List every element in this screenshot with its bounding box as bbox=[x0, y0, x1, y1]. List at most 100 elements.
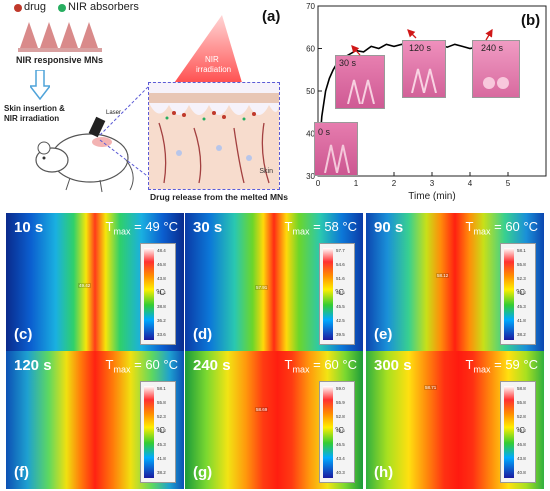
inset-label: 120 s bbox=[409, 43, 432, 53]
colorbar-tick: 41.8 bbox=[517, 318, 526, 323]
colorbar-gradient bbox=[144, 248, 154, 340]
colorbar-tick: 41.4 bbox=[157, 290, 166, 295]
arrow-icon bbox=[407, 29, 417, 39]
panel-letter: (f) bbox=[14, 464, 29, 481]
zoom-lines bbox=[99, 84, 151, 179]
y-tick-label: 50 bbox=[306, 87, 315, 96]
colorbar-tick: 55.8 bbox=[157, 400, 166, 405]
skin-cross-section: Skin bbox=[148, 82, 280, 190]
tmax-label: Tmax = 60 °C bbox=[284, 357, 357, 375]
colorbar-gradient bbox=[144, 386, 154, 478]
mn-base bbox=[18, 48, 102, 52]
colorbar-tick: 36.2 bbox=[157, 318, 166, 323]
x-axis-label: Time (min) bbox=[408, 191, 455, 202]
colorbar-tick: 40.8 bbox=[517, 470, 526, 475]
nir-label-2: irradiation bbox=[196, 65, 232, 74]
inset-label: 30 s bbox=[339, 58, 357, 68]
y-tick-label: 30 bbox=[306, 172, 315, 181]
thermal-image: 120 s Tmax = 60 °C 58.1 55.8 52.3 48.8 45.3 41.… bbox=[6, 351, 184, 489]
y-tick-label: 70 bbox=[306, 2, 315, 11]
inset-photo-240s: 240 s bbox=[472, 40, 520, 98]
colorbar: 48.4 46.8 43.8 41.4 38.8 36.2 33.6 °C bbox=[140, 243, 176, 345]
thermal-image: 300 s Tmax = 59 °C 58.71 58.8 55.8 52.8 49.8 46… bbox=[366, 351, 544, 489]
thermal-image: 90 s Tmax = 60 °C 58.12 58.1 55.8 52.3 48.8 45.… bbox=[366, 213, 544, 351]
microneedle-array bbox=[20, 22, 98, 48]
thermal-image: 30 s Tmax = 58 °C 57.91 57.7 54.6 51.6 48.5 45.… bbox=[185, 213, 363, 351]
colorbar: 58.8 55.8 52.8 49.8 46.8 43.8 40.8 °C bbox=[500, 381, 536, 483]
colorbar-unit: °C bbox=[335, 288, 344, 297]
time-label: 10 s bbox=[14, 219, 44, 236]
inset-label: 0 s bbox=[318, 127, 331, 137]
legend-nir: NIR absorbers bbox=[68, 1, 139, 13]
time-label: 240 s bbox=[193, 357, 231, 374]
colorbar-tick: 54.6 bbox=[336, 262, 345, 267]
colorbar-tick: 49.6 bbox=[336, 428, 345, 433]
colorbar-tick: 57.7 bbox=[336, 248, 345, 253]
probe-readout: 58.69 bbox=[255, 407, 269, 412]
x-tick-label: 3 bbox=[430, 179, 435, 188]
panel-letter: (h) bbox=[374, 464, 394, 481]
panel-a-label: (a) bbox=[262, 8, 281, 25]
inset-label: 240 s bbox=[481, 43, 504, 53]
colorbar-gradient bbox=[504, 248, 514, 340]
needle-icon bbox=[411, 68, 437, 93]
skin-label: Skin bbox=[259, 168, 273, 175]
inset-photo-0s: 0 s bbox=[314, 122, 358, 176]
colorbar-tick: 43.8 bbox=[517, 456, 526, 461]
inset-photo-30s: 30 s bbox=[335, 55, 385, 109]
x-tick-label: 0 bbox=[316, 179, 321, 188]
colorbar: 59.0 55.9 52.8 49.6 46.5 43.4 40.3 °C bbox=[319, 381, 355, 483]
time-label: 300 s bbox=[374, 357, 412, 374]
microneedle-icon bbox=[80, 22, 98, 48]
colorbar-unit: °C bbox=[156, 288, 165, 297]
colorbar-tick: 52.8 bbox=[336, 414, 345, 419]
temperature-series-line bbox=[317, 42, 501, 177]
colorbar: 58.1 55.8 52.3 48.8 45.3 41.8 38.2 °C bbox=[500, 243, 536, 345]
schematic-caption: Drug release from the melted MNs bbox=[150, 192, 288, 202]
arrow-icon bbox=[351, 45, 361, 56]
colorbar-tick: 46.8 bbox=[157, 262, 166, 267]
tmax-label: Tmax = 59 °C bbox=[465, 357, 538, 375]
needle-icon bbox=[347, 79, 375, 104]
colorbar-tick: 46.5 bbox=[336, 442, 345, 447]
panel-letter: (d) bbox=[193, 326, 213, 343]
y-tick-label: 60 bbox=[306, 45, 315, 54]
colorbar-tick: 45.5 bbox=[336, 304, 345, 309]
colorbar-tick: 52.3 bbox=[157, 414, 166, 419]
colorbar-gradient bbox=[504, 386, 514, 478]
colorbar-tick: 55.9 bbox=[336, 400, 345, 405]
microneedle-icon bbox=[60, 22, 78, 48]
colorbar-tick: 55.8 bbox=[517, 400, 526, 405]
colorbar-tick: 58.8 bbox=[517, 386, 526, 391]
colorbar-tick: 45.3 bbox=[517, 304, 526, 309]
colorbar-unit: °C bbox=[516, 288, 525, 297]
x-tick-label: 2 bbox=[392, 179, 397, 188]
colorbar-gradient bbox=[323, 248, 333, 340]
mn-title: NIR responsive MNs bbox=[16, 55, 104, 65]
colorbar: 58.1 55.8 52.3 48.8 45.3 41.8 38.2 °C bbox=[140, 381, 176, 483]
colorbar-tick: 38.8 bbox=[157, 304, 166, 309]
colorbar-unit: °C bbox=[156, 426, 165, 435]
colorbar-tick: 55.8 bbox=[517, 262, 526, 267]
x-tick-label: 5 bbox=[506, 179, 511, 188]
mouse-icon bbox=[35, 133, 134, 193]
schematic-panel: drug NIR absorbers NIR responsive MNs Sk… bbox=[0, 0, 300, 205]
colorbar-tick: 38.2 bbox=[157, 470, 166, 475]
colorbar-tick: 52.3 bbox=[517, 276, 526, 281]
microneedle-icon bbox=[20, 22, 38, 48]
time-label: 30 s bbox=[193, 219, 223, 236]
needle-icon bbox=[324, 144, 350, 173]
thermal-image: 10 s Tmax = 49 °C 49.42 48.4 46.8 43.8 41.4 38.… bbox=[6, 213, 184, 351]
colorbar-tick: 58.1 bbox=[157, 386, 166, 391]
x-tick-label: 4 bbox=[468, 179, 473, 188]
x-tick-label: 1 bbox=[354, 179, 359, 188]
step-label-1: Skin insertion & bbox=[4, 104, 65, 113]
colorbar-tick: 51.6 bbox=[336, 276, 345, 281]
colorbar-unit: °C bbox=[335, 426, 344, 435]
colorbar-tick: 49.8 bbox=[517, 428, 526, 433]
panel-letter: (g) bbox=[193, 464, 213, 481]
colorbar-tick: 43.4 bbox=[336, 456, 345, 461]
panel-letter: (c) bbox=[14, 326, 33, 343]
nir-label-1: NIR bbox=[205, 55, 219, 64]
colorbar-tick: 41.8 bbox=[157, 456, 166, 461]
